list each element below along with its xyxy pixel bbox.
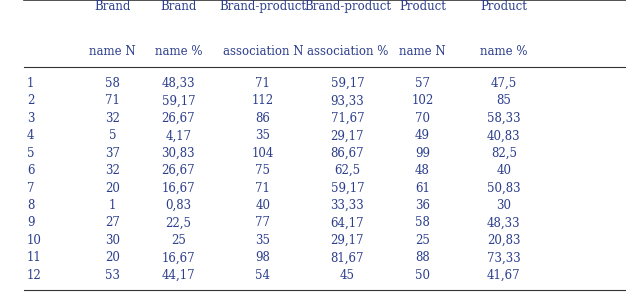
Text: 32: 32 <box>105 164 120 177</box>
Text: 26,67: 26,67 <box>162 164 195 177</box>
Text: 48: 48 <box>415 164 430 177</box>
Text: 36: 36 <box>415 199 430 212</box>
Text: 88: 88 <box>415 251 430 264</box>
Text: 30: 30 <box>496 199 511 212</box>
Text: 71,67: 71,67 <box>331 112 364 125</box>
Text: 10: 10 <box>27 234 42 247</box>
Text: 20: 20 <box>105 182 120 195</box>
Text: 5: 5 <box>27 147 34 160</box>
Text: 54: 54 <box>255 269 270 282</box>
Text: Brand: Brand <box>160 0 197 13</box>
Text: 12: 12 <box>27 269 42 282</box>
Text: 30: 30 <box>105 234 120 247</box>
Text: 2: 2 <box>27 94 34 108</box>
Text: 40,83: 40,83 <box>487 129 521 142</box>
Text: 58,33: 58,33 <box>487 112 521 125</box>
Text: 57: 57 <box>415 77 430 90</box>
Text: 40: 40 <box>255 199 270 212</box>
Text: 53: 53 <box>105 269 120 282</box>
Text: 47,5: 47,5 <box>491 77 517 90</box>
Text: 7: 7 <box>27 182 34 195</box>
Text: 93,33: 93,33 <box>331 94 364 108</box>
Text: 4: 4 <box>27 129 34 142</box>
Text: 48,33: 48,33 <box>487 217 521 229</box>
Text: 20,83: 20,83 <box>487 234 521 247</box>
Text: 35: 35 <box>255 129 270 142</box>
Text: 58: 58 <box>415 217 430 229</box>
Text: 104: 104 <box>252 147 274 160</box>
Text: 26,67: 26,67 <box>162 112 195 125</box>
Text: 45: 45 <box>340 269 355 282</box>
Text: name N: name N <box>90 45 136 58</box>
Text: 59,17: 59,17 <box>331 182 364 195</box>
Text: 0,83: 0,83 <box>165 199 192 212</box>
Text: 27: 27 <box>105 217 120 229</box>
Text: 81,67: 81,67 <box>331 251 364 264</box>
Text: 64,17: 64,17 <box>331 217 364 229</box>
Text: 71: 71 <box>255 182 270 195</box>
Text: 1: 1 <box>109 199 116 212</box>
Text: 4,17: 4,17 <box>165 129 192 142</box>
Text: 86: 86 <box>255 112 270 125</box>
Text: 59,17: 59,17 <box>331 77 364 90</box>
Text: 30,83: 30,83 <box>162 147 195 160</box>
Text: 3: 3 <box>27 112 34 125</box>
Text: Brand-product: Brand-product <box>304 0 391 13</box>
Text: 71: 71 <box>105 94 120 108</box>
Text: 25: 25 <box>415 234 430 247</box>
Text: 86,67: 86,67 <box>331 147 364 160</box>
Text: 73,33: 73,33 <box>487 251 521 264</box>
Text: 59,17: 59,17 <box>162 94 195 108</box>
Text: name %: name % <box>155 45 202 58</box>
Text: association %: association % <box>307 45 388 58</box>
Text: 11: 11 <box>27 251 42 264</box>
Text: 25: 25 <box>171 234 186 247</box>
Text: 77: 77 <box>255 217 270 229</box>
Text: 29,17: 29,17 <box>331 234 364 247</box>
Text: 70: 70 <box>415 112 430 125</box>
Text: 99: 99 <box>415 147 430 160</box>
Text: 1: 1 <box>27 77 34 90</box>
Text: 32: 32 <box>105 112 120 125</box>
Text: 16,67: 16,67 <box>162 251 195 264</box>
Text: Product: Product <box>481 0 527 13</box>
Text: 37: 37 <box>105 147 120 160</box>
Text: 16,67: 16,67 <box>162 182 195 195</box>
Text: 58: 58 <box>105 77 120 90</box>
Text: 112: 112 <box>252 94 274 108</box>
Text: 6: 6 <box>27 164 34 177</box>
Text: Brand: Brand <box>95 0 131 13</box>
Text: 50: 50 <box>415 269 430 282</box>
Text: 44,17: 44,17 <box>162 269 195 282</box>
Text: name N: name N <box>399 45 446 58</box>
Text: 35: 35 <box>255 234 270 247</box>
Text: 62,5: 62,5 <box>334 164 361 177</box>
Text: association N: association N <box>223 45 303 58</box>
Text: 8: 8 <box>27 199 34 212</box>
Text: 20: 20 <box>105 251 120 264</box>
Text: 48,33: 48,33 <box>162 77 195 90</box>
Text: 98: 98 <box>255 251 270 264</box>
Text: 82,5: 82,5 <box>491 147 517 160</box>
Text: 71: 71 <box>255 77 270 90</box>
Text: 102: 102 <box>411 94 434 108</box>
Text: 50,83: 50,83 <box>487 182 521 195</box>
Text: 22,5: 22,5 <box>165 217 192 229</box>
Text: name %: name % <box>480 45 528 58</box>
Text: 40: 40 <box>496 164 511 177</box>
Text: Product: Product <box>399 0 446 13</box>
Text: 5: 5 <box>109 129 116 142</box>
Text: 75: 75 <box>255 164 270 177</box>
Text: 41,67: 41,67 <box>487 269 521 282</box>
Text: 49: 49 <box>415 129 430 142</box>
Text: 9: 9 <box>27 217 34 229</box>
Text: Brand-product: Brand-product <box>220 0 306 13</box>
Text: 61: 61 <box>415 182 430 195</box>
Text: 33,33: 33,33 <box>331 199 364 212</box>
Text: 29,17: 29,17 <box>331 129 364 142</box>
Text: 85: 85 <box>496 94 511 108</box>
